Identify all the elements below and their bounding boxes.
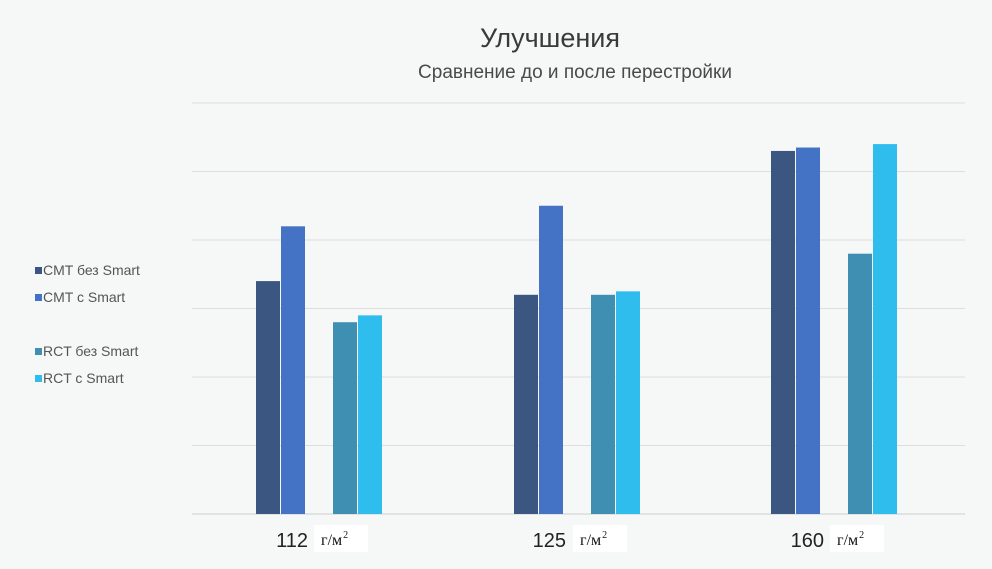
bar: CMT без Smart 112: 3.4 [256, 281, 280, 514]
bar: RCT без Smart 160: 3.8 [848, 253, 872, 514]
bar: CMT без Smart 125: 3.2 [514, 294, 538, 514]
category-unit-superscript: 2 [602, 530, 607, 541]
category-labels: 112 г/м 2 125 г/м 2 160 г/м 2 [276, 525, 884, 552]
unit-box [314, 525, 368, 552]
unit-box [573, 525, 627, 552]
category-unit: г/м [580, 532, 601, 549]
gridlines [192, 102, 965, 515]
chart-subtitle: Сравнение до и после перестройки [418, 62, 732, 83]
legend-swatch [35, 267, 42, 274]
category-unit-superscript: 2 [343, 530, 348, 541]
bar: CMT без Smart 160: 5.3 [771, 150, 795, 514]
legend-label: CMT без Smart [43, 262, 140, 278]
legend-swatch [35, 348, 42, 355]
bar: RCT без Smart 125: 3.2 [591, 294, 615, 514]
category-label: 160 [791, 530, 824, 552]
bar: RCT с Smart 112: 2.9 [358, 315, 382, 514]
category-label: 112 [276, 530, 308, 552]
legend-label: CMT с Smart [43, 289, 125, 305]
legend: CMT без Smart CMT с Smart RCT без Smart RCT… [35, 262, 140, 386]
bar: CMT с Smart 160: 5.35 [796, 147, 820, 514]
legend-swatch [35, 375, 42, 382]
chart-title: Улучшения [480, 23, 620, 53]
bar: CMT с Smart 125: 4.5 [539, 205, 563, 514]
category-label: 125 [533, 530, 566, 552]
category-unit: г/м [321, 532, 342, 549]
category-unit: г/м [837, 532, 858, 549]
bar: RCT с Smart 125: 3.25 [616, 291, 640, 514]
category-unit-superscript: 2 [859, 530, 864, 541]
bar: CMT с Smart 112: 4.2 [281, 226, 305, 515]
bar: RCT с Smart 160: 5.4 [873, 144, 897, 514]
legend-label: RCT без Smart [43, 343, 139, 359]
bars: CMT без Smart 112: 3.4CMT с Smart 112: 4… [256, 144, 897, 515]
legend-swatch [35, 294, 42, 301]
unit-box [830, 525, 884, 552]
bar: RCT без Smart 112: 2.8 [333, 322, 357, 514]
legend-label: RCT с Smart [43, 370, 124, 386]
